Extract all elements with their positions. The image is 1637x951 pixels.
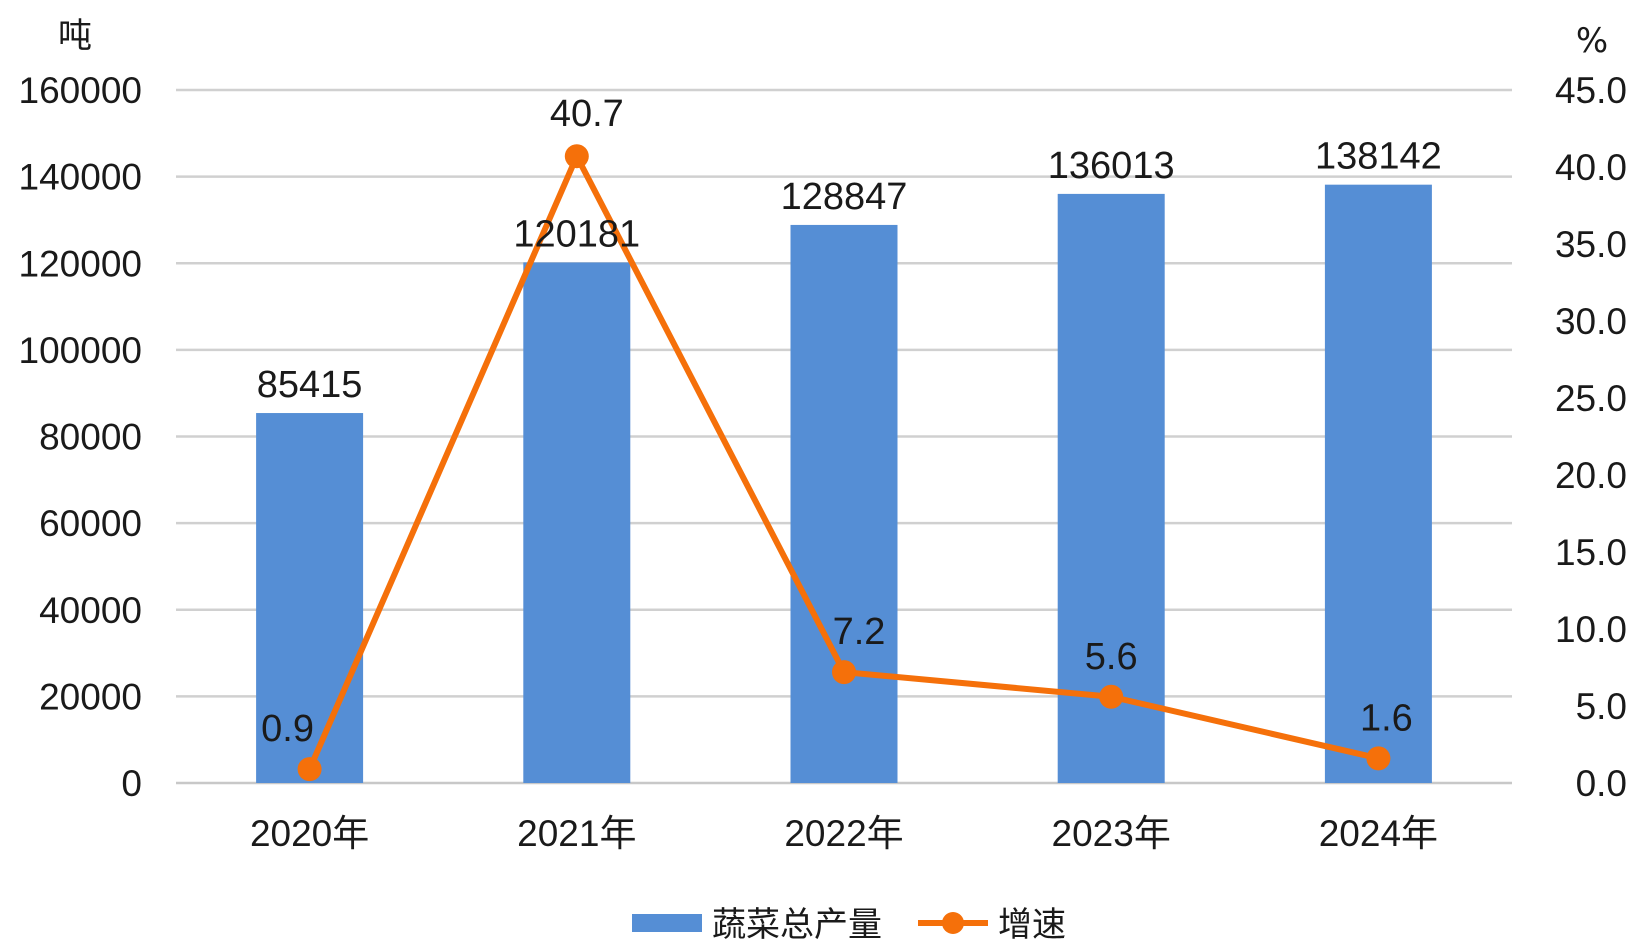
- y2-tick-label: 45.0: [1555, 70, 1627, 111]
- legend: 蔬菜总产量 增速: [632, 905, 1066, 945]
- y2-axis-unit-label: %: [1576, 21, 1608, 61]
- growth-point: [832, 660, 856, 685]
- y2-tick-label: 35.0: [1555, 224, 1627, 265]
- x-tick-label: 2021年: [517, 813, 636, 854]
- y-tick-label: 160000: [19, 70, 142, 111]
- x-tick-label: 2022年: [784, 813, 903, 854]
- line-value-label: 40.7: [550, 93, 624, 135]
- line-value-label: 1.6: [1360, 697, 1413, 739]
- bar: [790, 224, 898, 784]
- y2-tick-label: 25.0: [1555, 378, 1627, 419]
- y-tick-label: 120000: [19, 243, 142, 284]
- line-value-label: 7.2: [833, 611, 886, 653]
- y2-tick-label: 40.0: [1555, 147, 1627, 188]
- growth-point: [564, 144, 589, 169]
- y-tick-label: 80000: [39, 417, 142, 458]
- y-tick-label: 140000: [19, 157, 142, 198]
- y-tick-label: 40000: [39, 590, 142, 631]
- y2-tick-label: 30.0: [1555, 301, 1627, 342]
- y-tick-label: 0: [121, 763, 142, 804]
- legend-line-label: 增速: [998, 905, 1066, 945]
- bar: [523, 262, 631, 783]
- axes: 吨 % 0 20000 40000 60000 80000 100000 120000 140…: [19, 16, 1627, 854]
- bar-value-label: 138142: [1315, 136, 1442, 178]
- y2-tick-label: 15.0: [1555, 532, 1627, 573]
- y2-tick-label: 20.0: [1555, 455, 1627, 496]
- y2-tick-label: 10.0: [1555, 609, 1627, 650]
- line-value-label: 0.9: [261, 708, 314, 750]
- bar-value-label: 136013: [1048, 145, 1175, 187]
- data-labels: 85415 120181 128847 136013 138142 0.9 40.7 7.2 5…: [257, 93, 1442, 750]
- growth-point: [1099, 684, 1124, 709]
- line-series: [297, 144, 1391, 782]
- y-tick-label: 100000: [19, 330, 142, 371]
- y2-tick-label: 5.0: [1576, 686, 1627, 727]
- legend-bar-label: 蔬菜总产量: [712, 905, 882, 945]
- growth-point: [1366, 746, 1391, 771]
- growth-point: [297, 757, 322, 782]
- bar: [256, 413, 364, 783]
- bar-series: [256, 184, 1432, 784]
- legend-line-marker: [942, 912, 964, 934]
- line-value-label: 5.6: [1085, 636, 1138, 678]
- x-tick-label: 2023年: [1052, 813, 1171, 854]
- y-tick-label: 60000: [39, 503, 142, 544]
- bar-value-label: 85415: [257, 364, 363, 406]
- bar-value-label: 128847: [781, 176, 908, 218]
- bar: [1324, 184, 1432, 783]
- x-tick-label: 2024年: [1319, 813, 1438, 854]
- y2-tick-label: 0.0: [1576, 763, 1627, 804]
- y-tick-label: 20000: [39, 676, 142, 717]
- x-tick-label: 2020年: [250, 813, 369, 854]
- y-axis-unit-label: 吨: [58, 16, 92, 56]
- bar-value-label: 120181: [513, 213, 640, 255]
- legend-bar-swatch: [632, 914, 702, 932]
